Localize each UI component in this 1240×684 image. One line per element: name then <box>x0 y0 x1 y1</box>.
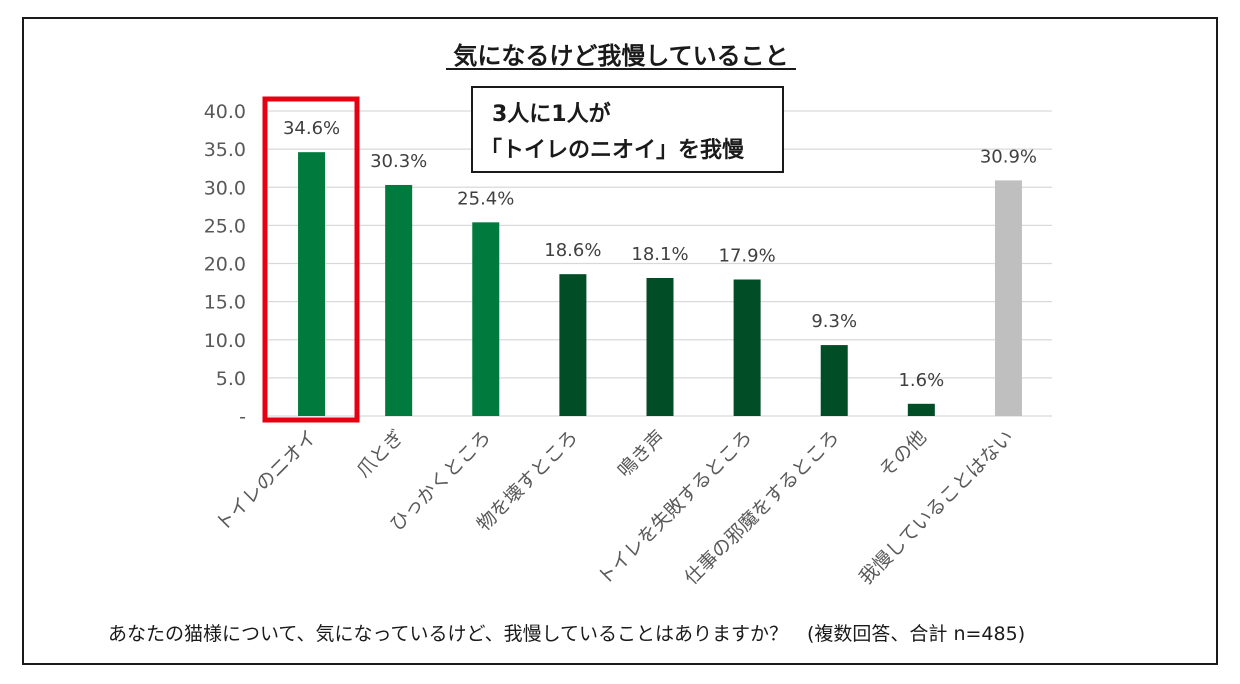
bar <box>994 180 1022 416</box>
data-label: 9.3% <box>811 311 857 332</box>
bar <box>646 277 674 416</box>
y-tick-label: 10.0 <box>204 330 246 352</box>
bars <box>298 152 1022 417</box>
data-label: 17.9% <box>719 246 776 267</box>
y-tick-label: 40.0 <box>204 101 246 123</box>
chart-title: 気になるけど我慢していること <box>453 42 788 70</box>
category-label: 我慢していることはない <box>855 426 1018 589</box>
bar <box>820 345 848 416</box>
y-axis-ticks: - 5.0 10.0 15.0 20.0 25.0 30.0 35.0 40.0 <box>204 101 246 428</box>
bar <box>733 279 761 416</box>
bar <box>559 274 587 416</box>
bar <box>907 403 935 416</box>
y-tick-label: 30.0 <box>204 177 246 199</box>
data-label: 30.3% <box>370 151 427 172</box>
callout-line-1: 3人に1人が <box>492 101 611 127</box>
callout-box: 3人に1人が 「トイレのニオイ」を我慢 <box>471 86 784 173</box>
category-label: トイレのニオイ <box>211 426 321 536</box>
callout-border <box>471 86 784 173</box>
category-label: 鳴き声 <box>614 426 670 482</box>
bar <box>385 184 413 416</box>
category-label: 仕事の邪魔をするところ <box>680 426 843 589</box>
y-tick-label: 5.0 <box>216 368 246 390</box>
y-tick-label: 35.0 <box>204 139 246 161</box>
bar <box>298 152 326 417</box>
chart-frame <box>22 17 1218 665</box>
data-label: 34.6% <box>283 118 340 139</box>
category-label: その他 <box>875 426 931 482</box>
category-label: トイレを失敗するところ <box>593 426 756 589</box>
data-labels: 34.6% 30.3% 25.4% 18.6% 18.1% 17.9% 9.3% 1.6% 30… <box>283 118 1037 391</box>
y-tick-label: 25.0 <box>204 215 246 237</box>
y-tick-label: - <box>239 406 246 428</box>
data-label: 1.6% <box>898 370 944 391</box>
y-tick-label: 20.0 <box>204 254 246 276</box>
survey-question-footnote: あなたの猫様について、気になっているけど、我慢していることはありますか？ (複数… <box>108 623 1025 645</box>
data-label: 30.9% <box>980 146 1037 167</box>
category-label: 爪とぎ <box>352 426 408 482</box>
data-label: 18.1% <box>631 244 688 265</box>
highlight-box <box>262 96 360 423</box>
callout-line-2: 「トイレのニオイ」を我慢 <box>480 137 745 163</box>
data-label: 25.4% <box>457 188 514 209</box>
bar <box>472 222 500 416</box>
y-tick-label: 15.0 <box>204 292 246 314</box>
data-label: 18.6% <box>544 240 601 261</box>
